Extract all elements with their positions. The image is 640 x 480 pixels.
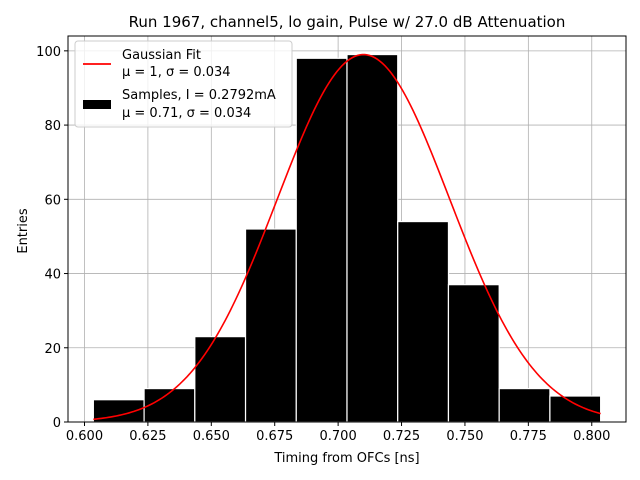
y-tick-label: 20 [44,342,61,357]
legend: Gaussian Fit μ = 1, σ = 0.034 Samples, I… [74,40,293,128]
y-axis-ticks: 0 20 40 60 80 100 [36,45,68,431]
y-tick-label: 40 [44,268,61,283]
legend-fit-params: μ = 1, σ = 0.034 [122,65,231,80]
legend-samples-swatch [83,100,111,109]
x-tick-label: 0.600 [66,429,103,444]
gaussian-fit-curve [93,53,601,421]
legend-samples-params: μ = 0.71, σ = 0.034 [122,106,251,121]
x-tick-label: 0.650 [193,429,230,444]
histogram-bar [549,395,602,423]
histogram-bar [447,284,500,423]
x-tick-label: 0.800 [573,429,610,444]
x-axis-label: Timing from OFCs [ns] [273,451,419,466]
x-tick-label: 0.625 [129,429,166,444]
histogram-bars [92,53,602,423]
x-tick-label: 0.725 [383,429,420,444]
x-tick-label: 0.675 [256,429,293,444]
x-tick-label: 0.700 [320,429,357,444]
histogram-bar [295,57,348,423]
histogram-bar [244,228,297,423]
legend-samples-label: Samples, I = 0.2792mA [122,88,276,103]
legend-fit-label: Gaussian Fit [122,48,201,63]
y-tick-label: 60 [44,193,61,208]
x-tick-label: 0.775 [510,429,547,444]
legend-box [74,40,293,128]
histogram-bar [346,53,399,423]
plot-frame [67,35,627,423]
x-tick-label: 0.750 [446,429,483,444]
y-tick-label: 80 [44,119,61,134]
y-tick-label: 100 [36,45,61,60]
chart-title: Run 1967, channel5, lo gain, Pulse w/ 27… [129,13,566,31]
x-axis-ticks: 0.600 0.625 0.650 0.675 0.700 0.725 0.750 0.775… [66,422,610,444]
y-axis-label: Entries [16,208,31,254]
histogram-bar [498,387,551,423]
y-tick-label: 0 [53,416,61,431]
histogram-bar [397,220,450,423]
histogram-bar [194,336,247,423]
